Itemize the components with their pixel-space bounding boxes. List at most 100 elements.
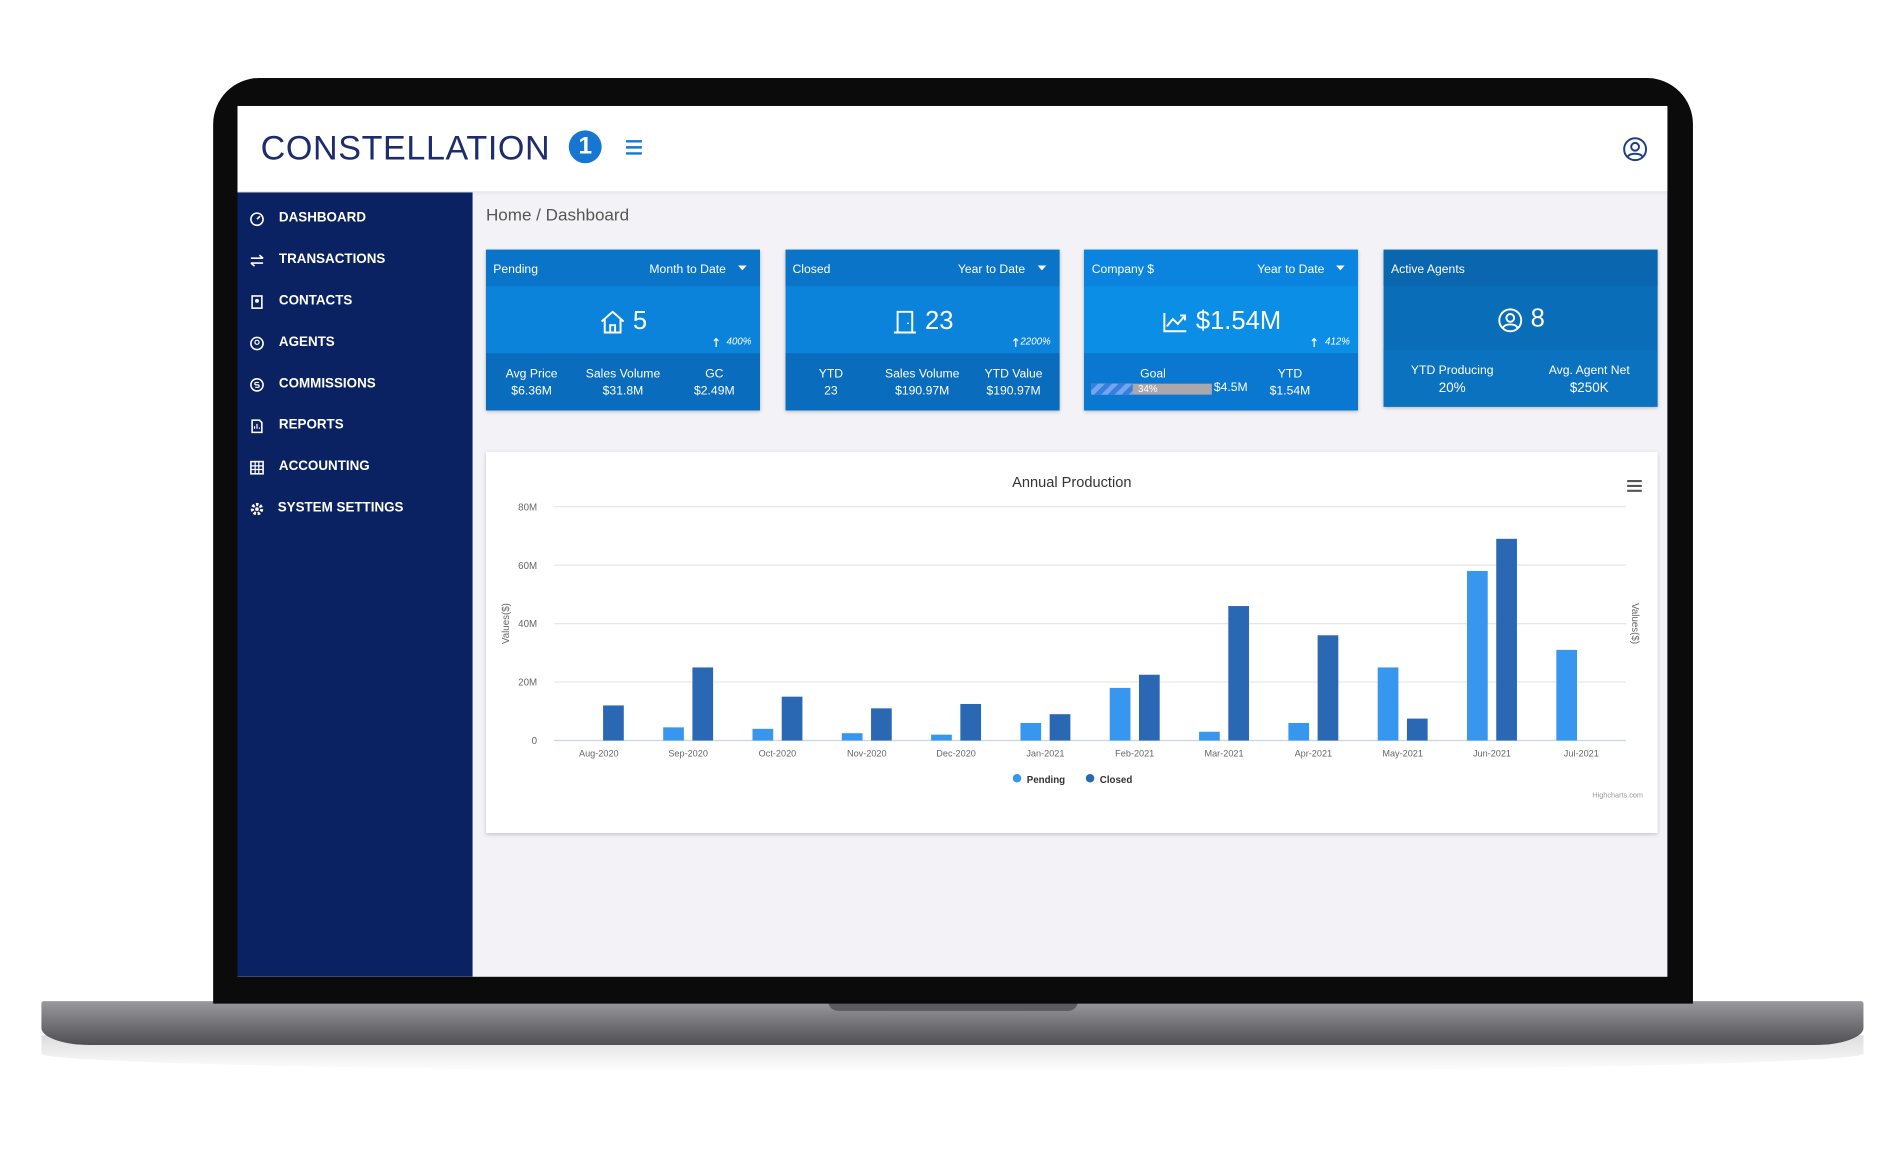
top-bar [237,105,1668,192]
stat-card: Company $ Year to Date $1.54M 412% Goal 34% $4… [1084,249,1359,411]
stat-value: $1.54M [1269,384,1311,399]
sidebar-item[interactable]: REPORTS [278,417,344,433]
card-header [785,249,1060,287]
change-arrow [1312,337,1318,348]
y-tick-label: 60M [518,561,537,572]
period-select[interactable]: Year to Date [1257,263,1325,277]
card-title: Closed [792,263,831,277]
sidebar-item[interactable]: COMMISSIONS [278,376,376,391]
sidebar-icon [251,295,263,309]
bar [752,728,774,741]
menu-toggle[interactable] [625,139,643,156]
card-header [1383,249,1658,287]
change-arrow [713,337,719,348]
sidebar-item[interactable]: ACCOUNTING [278,459,370,474]
bar [663,727,684,741]
stat-value: 23 [824,384,838,399]
x-tick-label: Nov-2020 [847,748,887,758]
progress-fill [1091,383,1133,395]
bar [1317,635,1339,741]
bar [960,703,982,741]
stat-value: $190.97M [895,384,950,399]
period-select[interactable]: Month to Date [649,263,726,277]
stat-label: Avg Price [505,367,558,382]
card-icon [1498,307,1522,332]
bar [1467,570,1488,741]
sidebar-item[interactable]: DASHBOARD [278,210,366,226]
stat-card: Active Agents 8 YTD Producing 20% Avg. Agent… [1383,249,1658,407]
stat-label: YTD [1277,367,1303,382]
bar [1199,731,1220,741]
legend-label[interactable]: Closed [1100,775,1133,786]
dropdown-caret [738,265,747,271]
x-tick-label: Apr-2021 [1295,748,1333,758]
stat-value: $250K [1569,381,1609,396]
progress-label: 34% [1138,383,1158,395]
x-tick-label: Feb-2021 [1115,748,1154,758]
card-footer [485,353,761,411]
bar [1288,722,1310,741]
x-tick-label: Oct-2020 [759,748,797,758]
card-value: 8 [1530,304,1545,333]
card-header [485,249,761,287]
logo-text: CONSTELLATION [260,129,551,167]
card-value-wrap: $1.54M [1084,307,1358,336]
chart-title: Annual Production [1012,475,1131,491]
stat-value: $6.36M [511,384,552,399]
card-value: $1.54M [1195,306,1282,335]
stat-value: $31.8M [602,384,644,399]
card-value-wrap: 23 [785,307,1059,336]
sidebar-item[interactable]: SYSTEM SETTINGS [277,500,404,516]
stat-value: 20% [1438,381,1466,396]
card-change: 412% [1325,336,1350,348]
sidebar-item[interactable]: TRANSACTIONS [278,252,386,267]
sidebar-icon [251,419,263,434]
x-tick-label: May-2021 [1382,748,1423,758]
bar [1020,722,1042,741]
stat-label: YTD [818,367,844,382]
card-footer [1383,349,1658,407]
sidebar-icon [250,377,264,392]
card-value: 5 [632,306,648,335]
stat-label: YTD Producing [1410,364,1494,378]
bar [781,696,803,741]
legend-marker [1012,774,1022,783]
sidebar-item[interactable]: AGENTS [278,334,335,350]
y-tick-label: 80M [518,502,537,513]
breadcrumb: Home / Dashboard [485,204,630,225]
bar [1406,718,1428,741]
dropdown-caret [1037,265,1046,271]
sidebar-icon [250,336,264,351]
card-footer [1084,353,1359,411]
card-title: Active Agents [1391,263,1465,277]
dropdown-caret [1336,265,1346,271]
card-change: 400% [726,336,752,348]
stat-label: Sales Volume [884,367,960,382]
sidebar-icon [250,254,264,267]
bar [931,734,952,741]
credits: Highcharts.com [1592,791,1643,800]
chart-menu[interactable] [1627,479,1642,492]
card-title: Company $ [1091,263,1155,277]
sidebar-icon [250,502,264,516]
x-tick-label: Jun-2021 [1473,748,1511,758]
x-tick-label: Dec-2020 [936,748,976,758]
x-tick-label: Aug-2020 [579,748,619,758]
period-select[interactable]: Year to Date [957,263,1026,277]
card-value-wrap: 5 [486,307,760,336]
legend-label[interactable]: Pending [1027,775,1065,786]
y2-axis-title: Values($) [1629,603,1640,644]
user-menu[interactable] [1622,136,1648,162]
bar [1556,649,1578,741]
y-tick-label: 20M [518,678,537,689]
bar [871,708,892,741]
sidebar-item[interactable]: CONTACTS [278,293,353,309]
card-value: 23 [925,306,954,335]
x-tick-label: Mar-2021 [1205,748,1244,758]
stat-card: Pending Month to Date 5 400% Avg Price $6.36M… [485,249,761,411]
bar [603,705,624,741]
card-icon [600,309,624,333]
bar [1496,538,1517,741]
